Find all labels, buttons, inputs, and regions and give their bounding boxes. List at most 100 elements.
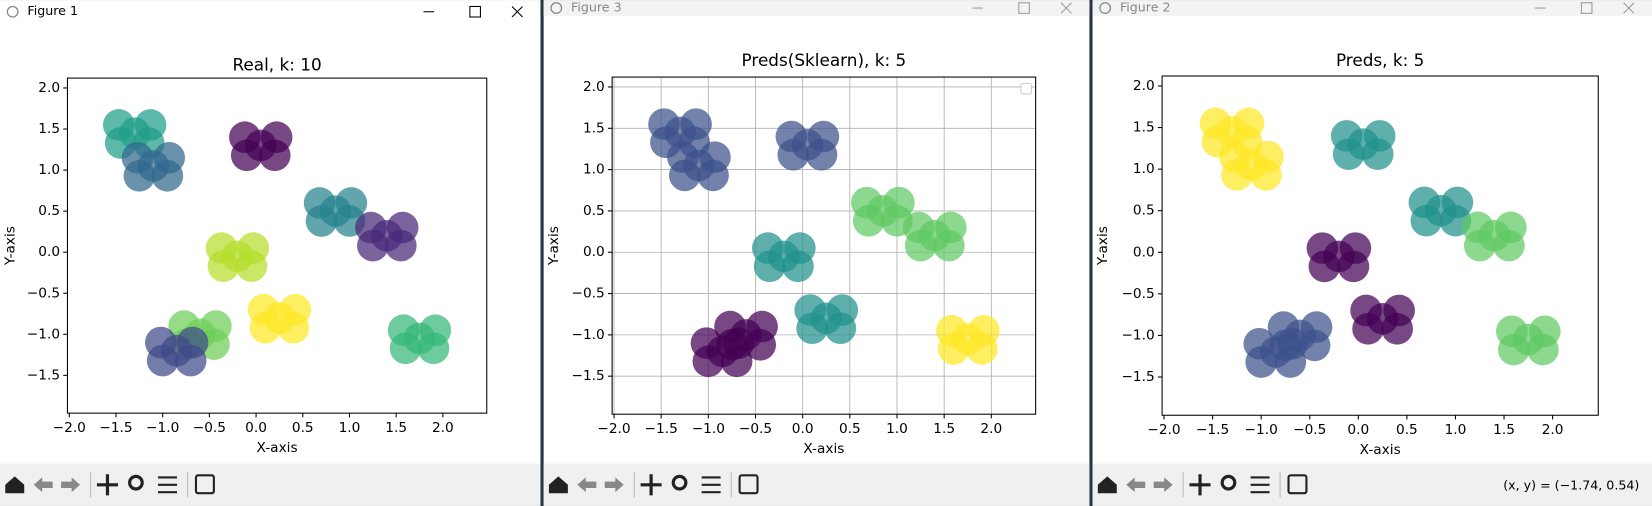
chart-title: Preds(Sklearn), k: 5 — [742, 50, 907, 70]
zoom-button[interactable] — [1220, 474, 1237, 491]
point — [1410, 204, 1443, 237]
legend-box — [1020, 82, 1032, 95]
point — [357, 229, 389, 262]
window-icon — [550, 2, 563, 14]
point — [824, 312, 857, 345]
point — [249, 311, 282, 344]
chart-title: Preds, k: 5 — [1336, 50, 1424, 70]
x-tick-label: 2.0 — [980, 421, 1002, 437]
points — [648, 108, 1000, 378]
y-tick-label: 0.0 — [38, 244, 60, 260]
home-button[interactable] — [548, 476, 568, 494]
points — [1199, 107, 1561, 378]
x-tick-label: 0.5 — [839, 421, 861, 437]
y-tick-label: 1.5 — [1133, 120, 1155, 136]
y-tick-label: −1.5 — [27, 367, 60, 383]
close-button[interactable] — [1060, 2, 1072, 14]
maximize-button[interactable] — [469, 5, 481, 18]
x-tick-label: 1.5 — [385, 420, 407, 436]
x-tick-label: 2.0 — [432, 420, 454, 436]
window: Figure 1 −2.0 −1.5 −1.0 −0.5 0.0 0.5 1.0 1.5 2.0 −… — [0, 0, 541, 506]
y-tick-label: −1.5 — [572, 368, 605, 384]
x-tick-label: 1.0 — [1445, 422, 1467, 438]
save-button[interactable] — [738, 474, 759, 495]
x-tick-label: 0.0 — [792, 421, 814, 437]
save-button[interactable] — [1287, 474, 1308, 495]
toolbar — [0, 463, 541, 506]
y-tick-label: 0.0 — [583, 244, 605, 260]
home-button[interactable] — [5, 476, 25, 494]
point — [235, 250, 268, 282]
window: Figure 3 −2.0 −1.5 −1.0 −0.5 0.0 0.5 1.0 1.5 2.0 −… — [543, 0, 1090, 506]
window-body — [0, 0, 541, 506]
y-axis-label: Y-axis — [3, 226, 19, 266]
zoom-button[interactable] — [671, 474, 688, 491]
x-axis-label: X-axis — [257, 440, 298, 456]
maximize-button[interactable] — [1580, 2, 1593, 14]
point — [1245, 346, 1277, 378]
back-button[interactable] — [33, 477, 53, 493]
point — [230, 139, 263, 172]
forward-button[interactable] — [61, 477, 81, 493]
point — [796, 312, 828, 345]
y-tick-label: 0.5 — [583, 203, 605, 219]
pan-button[interactable] — [1189, 474, 1211, 496]
configure-button[interactable] — [701, 476, 721, 494]
point — [207, 250, 240, 282]
point — [1337, 250, 1370, 283]
point — [1250, 159, 1282, 191]
x-tick-label: 0.0 — [1347, 422, 1369, 438]
y-tick-label: −0.5 — [27, 285, 60, 301]
y-tick-label: −1.0 — [27, 326, 60, 342]
x-tick-label: −0.5 — [1293, 422, 1326, 438]
y-axis-label: Y-axis — [546, 226, 562, 266]
point — [258, 139, 291, 172]
pan-button[interactable] — [640, 474, 662, 496]
point — [937, 333, 970, 365]
close-button[interactable] — [1623, 2, 1635, 14]
x-tick-label: −1.5 — [645, 421, 678, 437]
configure-button[interactable] — [1250, 476, 1270, 494]
point — [146, 344, 179, 377]
back-button[interactable] — [577, 477, 597, 493]
y-tick-label: −1.0 — [1121, 327, 1154, 343]
forward-button[interactable] — [604, 477, 624, 493]
configure-button[interactable] — [158, 476, 177, 494]
y-axis-label: Y-axis — [1095, 226, 1111, 266]
point — [389, 332, 422, 365]
point — [805, 138, 838, 171]
x-tick-label: −1.5 — [99, 420, 132, 436]
x-tick-label: −2.0 — [53, 420, 86, 436]
point — [852, 205, 885, 237]
x-tick-label: −2.0 — [1147, 422, 1180, 438]
forward-button[interactable] — [1153, 477, 1173, 493]
point — [933, 229, 965, 262]
x-tick-label: 1.0 — [886, 421, 908, 437]
close-button[interactable] — [511, 6, 523, 18]
zoom-button[interactable] — [128, 474, 144, 491]
x-tick-label: −1.5 — [1196, 422, 1229, 438]
window-icon — [1099, 2, 1112, 14]
y-tick-label: 0.0 — [1133, 244, 1155, 260]
x-tick-label: −1.0 — [1245, 422, 1278, 438]
y-tick-label: 1.5 — [583, 120, 605, 136]
y-tick-label: 0.5 — [1133, 203, 1155, 219]
x-tick-label: −1.0 — [146, 420, 179, 436]
x-tick-label: −0.5 — [739, 421, 772, 437]
point — [1298, 329, 1331, 362]
maximize-button[interactable] — [1018, 2, 1030, 14]
back-button[interactable] — [1126, 477, 1146, 493]
point — [1308, 250, 1341, 283]
y-tick-label: 2.0 — [1133, 78, 1155, 94]
save-button[interactable] — [194, 474, 215, 495]
pan-button[interactable] — [96, 474, 118, 496]
y-tick-label: 2.0 — [38, 80, 60, 96]
y-tick-label: 1.0 — [583, 162, 605, 178]
chart-title: Real, k: 10 — [232, 54, 321, 74]
point — [385, 229, 417, 262]
home-button[interactable] — [1097, 476, 1117, 494]
point — [697, 159, 729, 192]
point — [174, 344, 207, 377]
window-body — [543, 0, 1090, 506]
x-tick-label: 1.0 — [339, 420, 361, 436]
